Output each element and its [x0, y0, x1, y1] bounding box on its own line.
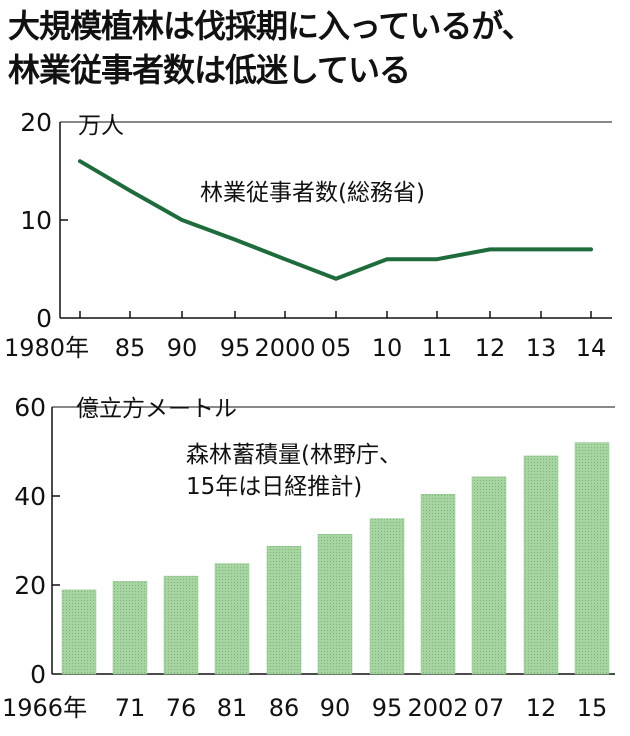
- line-x-tick-label: 1980年: [4, 334, 89, 362]
- bar-y-tick-label: 40: [14, 482, 46, 511]
- bar: [112, 581, 148, 675]
- line-x-tick-label: 2000: [254, 334, 315, 362]
- bar-x-tick-label: 2002: [407, 694, 468, 722]
- bar-y-tick-label: 20: [14, 571, 46, 600]
- bar: [523, 455, 559, 675]
- line-chart-plot: 0 10 20 1980年 85 90 95 2000 05 10 11 12 13 14: [4, 108, 606, 362]
- title-line-2: 林業従事者数は低迷している: [8, 51, 411, 89]
- bar-chart-unit-label: 億立方メートル: [76, 396, 237, 422]
- chart-title: 大規模植林は伐採期に入っているが、 林業従事者数は低迷している: [8, 4, 624, 92]
- line-y-tick-label: 10: [20, 206, 52, 235]
- bar: [369, 518, 405, 675]
- bar-y-tick-label: 0: [30, 660, 46, 689]
- bar-x-tick-label: 76: [166, 694, 197, 722]
- line-x-tick-label: 14: [576, 334, 607, 362]
- title-line-1: 大規模植林は伐採期に入っているが、: [8, 7, 534, 45]
- bar-chart-plot: 0 20 40 60 1966年 71 76 81 86 90 95 2002 07 12 15: [2, 393, 610, 722]
- bar: [214, 563, 250, 675]
- line-x-tick-label: 95: [220, 334, 251, 362]
- line-x-tick-label: 13: [526, 334, 557, 362]
- bar-x-tick-label: 12: [526, 694, 557, 722]
- bar: [61, 589, 97, 675]
- line-x-tick-label: 11: [422, 334, 453, 362]
- bar-x-tick-label: 07: [474, 694, 505, 722]
- line-x-tick-label: 10: [372, 334, 403, 362]
- line-y-tick-label: 0: [36, 304, 52, 333]
- bar-x-tick-label: 95: [372, 694, 403, 722]
- bar-x-tick-label: 15: [577, 694, 608, 722]
- line-x-tick-label: 85: [115, 334, 146, 362]
- bar: [420, 493, 456, 675]
- bar: [574, 442, 610, 675]
- bar-x-tick-label: 1966年: [2, 694, 87, 722]
- bar: [471, 476, 507, 675]
- line-chart-unit-label: 万人: [78, 113, 124, 139]
- bar: [266, 546, 302, 675]
- line-chart-series-label: 林業従事者数(総務省): [200, 180, 425, 206]
- line-series-path: [78, 159, 593, 281]
- line-x-tick-label: 05: [321, 334, 352, 362]
- line-y-tick-label: 20: [20, 108, 52, 137]
- bar-x-tick-label: 81: [217, 694, 248, 722]
- bar-x-tick-label: 90: [320, 694, 351, 722]
- bar-x-tick-label: 86: [269, 694, 300, 722]
- bar: [317, 534, 353, 675]
- line-x-tick-label: 90: [167, 334, 198, 362]
- bar-y-tick-label: 60: [14, 393, 46, 422]
- bar-chart-series-label-line-2: 15年は日経推計): [186, 474, 362, 500]
- bar: [163, 575, 199, 675]
- bar-chart-series-label-line-1: 森林蓄積量(林野庁、: [186, 442, 402, 468]
- line-x-tick-label: 12: [475, 334, 506, 362]
- bar-x-tick-label: 71: [115, 694, 146, 722]
